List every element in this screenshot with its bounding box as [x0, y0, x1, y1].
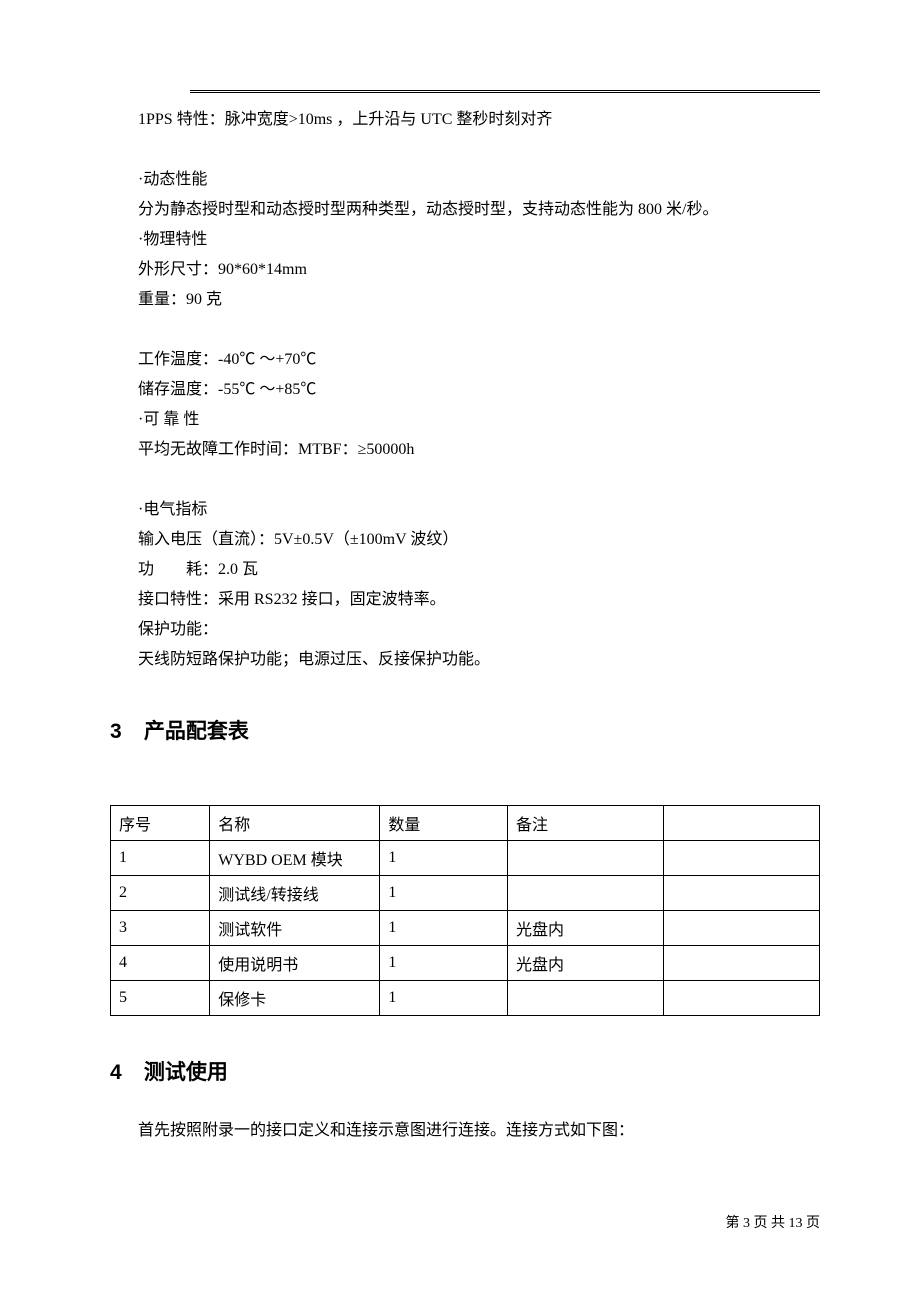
section-3-number: 3 — [110, 720, 138, 744]
spec-line: ·物理特性 — [138, 225, 820, 255]
table-cell — [663, 981, 819, 1016]
spec-line: 平均无故障工作时间：MTBF：≥50000h — [138, 435, 820, 465]
spec-line: 储存温度：-55℃ ～+85℃ — [138, 375, 820, 405]
table-cell — [663, 876, 819, 911]
table-cell: 光盘内 — [508, 946, 664, 981]
table-row: 5 保修卡 1 — [111, 981, 820, 1016]
table-header-cell: 备注 — [508, 806, 664, 841]
table-cell: 保修卡 — [210, 981, 380, 1016]
section-4-body: 首先按照附录一的接口定义和连接示意图进行连接。连接方式如下图： — [138, 1116, 820, 1146]
table-row: 3 测试软件 1 光盘内 — [111, 911, 820, 946]
spec-line: 分为静态授时型和动态授时型两种类型，动态授时型，支持动态性能为 800 米/秒。 — [138, 195, 820, 225]
section-4-title: 测试使用 — [144, 1061, 228, 1084]
table-cell: 1 — [380, 981, 508, 1016]
table-cell: WYBD OEM 模块 — [210, 841, 380, 876]
table-cell: 光盘内 — [508, 911, 664, 946]
spec-line: 重量：90 克 — [138, 285, 820, 315]
table-cell — [508, 841, 664, 876]
section-4-heading: 4 测试使用 — [110, 1056, 820, 1086]
page: 1PPS 特性：脉冲宽度>10ms ，上升沿与 UTC 整秒时刻对齐 ·动态性能… — [0, 0, 920, 1302]
table-row: 1 WYBD OEM 模块 1 — [111, 841, 820, 876]
header-rule — [190, 90, 820, 93]
spec-line: 工作温度：-40℃ ～+70℃ — [138, 345, 820, 375]
product-table: 序号 名称 数量 备注 1 WYBD OEM 模块 1 2 测试线/转接线 1 … — [110, 805, 820, 1016]
section-3-heading: 3 产品配套表 — [110, 715, 820, 745]
spec-line: 1PPS 特性：脉冲宽度>10ms ，上升沿与 UTC 整秒时刻对齐 — [138, 105, 820, 135]
spec-line: 保护功能： — [138, 615, 820, 645]
spec-line: 天线防短路保护功能；电源过压、反接保护功能。 — [138, 645, 820, 675]
table-cell: 使用说明书 — [210, 946, 380, 981]
table-cell — [663, 946, 819, 981]
spec-line: 输入电压（直流）：5V±0.5V（±100mV 波纹） — [138, 525, 820, 555]
spec-line: 外形尺寸：90*60*14mm — [138, 255, 820, 285]
table-header-cell: 序号 — [111, 806, 210, 841]
table-cell: 4 — [111, 946, 210, 981]
spec-line: ·动态性能 — [138, 165, 820, 195]
spec-line: 功 耗：2.0 瓦 — [138, 555, 820, 585]
table-cell: 1 — [380, 841, 508, 876]
table-cell: 1 — [111, 841, 210, 876]
table-row: 4 使用说明书 1 光盘内 — [111, 946, 820, 981]
table-cell: 2 — [111, 876, 210, 911]
table-cell: 3 — [111, 911, 210, 946]
table-row: 2 测试线/转接线 1 — [111, 876, 820, 911]
table-cell: 5 — [111, 981, 210, 1016]
spec-line: ·可 靠 性 — [138, 405, 820, 435]
table-cell: 测试线/转接线 — [210, 876, 380, 911]
spec-line: ·电气指标 — [138, 495, 820, 525]
spec-text-block: 1PPS 特性：脉冲宽度>10ms ，上升沿与 UTC 整秒时刻对齐 ·动态性能… — [138, 105, 820, 675]
table-cell: 1 — [380, 876, 508, 911]
table-header-cell: 名称 — [210, 806, 380, 841]
table-cell: 测试软件 — [210, 911, 380, 946]
table-cell — [663, 911, 819, 946]
table-cell — [663, 841, 819, 876]
page-footer: 第 3 页 共 13 页 — [726, 1212, 821, 1232]
section-3-title: 产品配套表 — [144, 720, 249, 743]
section-4-number: 4 — [110, 1061, 138, 1085]
spec-line: 接口特性：采用 RS232 接口，固定波特率。 — [138, 585, 820, 615]
table-cell — [508, 981, 664, 1016]
table-header-cell: 数量 — [380, 806, 508, 841]
table-header-cell — [663, 806, 819, 841]
table-cell: 1 — [380, 946, 508, 981]
table-cell: 1 — [380, 911, 508, 946]
table-cell — [508, 876, 664, 911]
table-header-row: 序号 名称 数量 备注 — [111, 806, 820, 841]
